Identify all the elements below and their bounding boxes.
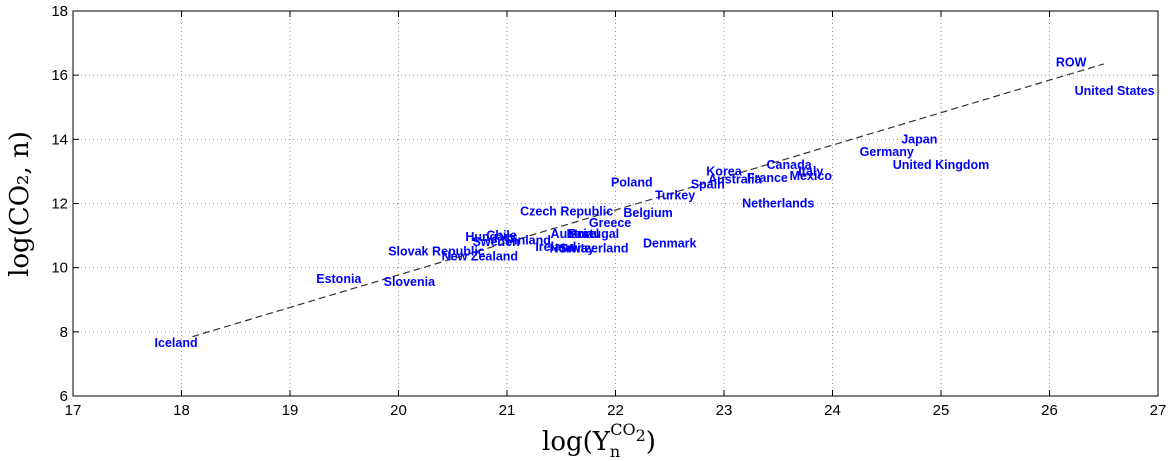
- point-label: Turkey: [655, 188, 695, 202]
- point-label: Switzerland: [559, 241, 628, 255]
- x-tick-label: 27: [1150, 402, 1167, 419]
- x-axis-label-sub: n: [610, 442, 620, 461]
- point-label: Iceland: [155, 336, 198, 350]
- point-label: Hungary: [465, 230, 516, 244]
- point-label: Israel: [567, 227, 600, 241]
- point-label: Austria: [551, 227, 595, 241]
- point-label: Spain: [691, 177, 725, 191]
- point-label: Australia: [708, 172, 763, 186]
- point-label: Korea: [706, 164, 742, 178]
- x-tick-label: 25: [933, 402, 950, 419]
- point-label: Norway: [550, 241, 595, 255]
- point-label: Germany: [860, 145, 914, 159]
- x-tick-label: 19: [282, 402, 299, 419]
- y-tick-label: 16: [51, 67, 68, 84]
- x-axis-label-sup: CO: [610, 420, 635, 439]
- point-label: United States: [1075, 84, 1155, 98]
- point-label: France: [747, 171, 788, 185]
- x-tick-label: 23: [716, 402, 733, 419]
- x-tick-label: 18: [173, 402, 190, 419]
- grid: [73, 11, 1158, 396]
- svg-text:log(YnCO2): log(Yn CO2): [542, 420, 656, 461]
- point-label: Finland: [506, 233, 550, 247]
- y-tick-label: 6: [60, 388, 68, 405]
- point-label: Netherlands: [742, 197, 814, 211]
- x-axis-label-supsub: 2: [636, 426, 646, 445]
- point-label: Greece: [589, 216, 631, 230]
- x-axis-label-close: ): [646, 427, 656, 457]
- point-label: Ireland: [535, 240, 576, 254]
- x-tick-label: 17: [65, 402, 82, 419]
- point-label: Italy: [798, 164, 823, 178]
- point-label: Slovak Republic: [388, 245, 485, 259]
- point-label: Estonia: [316, 272, 362, 286]
- x-axis-label: log(Yn CO2): [542, 420, 656, 461]
- x-tick-label: 21: [499, 402, 516, 419]
- point-label: Poland: [611, 176, 653, 190]
- fit-line-group: [192, 63, 1104, 338]
- y-tick-label: 8: [60, 324, 68, 341]
- point-label: Canada: [767, 158, 813, 172]
- x-tick-label: 20: [390, 402, 407, 419]
- fit-line: [192, 63, 1104, 338]
- y-axis-label-text: log(CO₂, n): [5, 131, 35, 277]
- point-label: United Kingdom: [893, 158, 990, 172]
- point-label: Japan: [901, 132, 937, 146]
- point-label: Denmark: [643, 237, 697, 251]
- x-tick-label: 24: [824, 402, 841, 419]
- point-label: Belgium: [623, 206, 672, 220]
- x-tick-label: 26: [1041, 402, 1058, 419]
- y-tick-label: 18: [51, 3, 68, 20]
- point-label: New Zealand: [442, 249, 518, 263]
- point-label: Sweden: [473, 235, 520, 249]
- point-label: Slovenia: [384, 275, 436, 289]
- point-label: Chile: [486, 229, 517, 243]
- x-tick-label: 22: [607, 402, 624, 419]
- x-axis-label-base: log(Y: [542, 427, 611, 457]
- point-label: Mexico: [790, 169, 833, 183]
- ticks: 17 18 19 20 21 22 23 24 25 26 27 6 8 10 12 14 16 18: [51, 3, 1166, 419]
- point-label: Czech Republic: [520, 205, 613, 219]
- y-axis-label: log(CO₂, n): [5, 131, 35, 277]
- point-label: ROW: [1056, 55, 1087, 69]
- y-tick-label: 10: [51, 260, 68, 277]
- y-tick-label: 12: [51, 196, 68, 213]
- y-tick-label: 14: [51, 131, 68, 148]
- point-label: Portugal: [568, 227, 619, 241]
